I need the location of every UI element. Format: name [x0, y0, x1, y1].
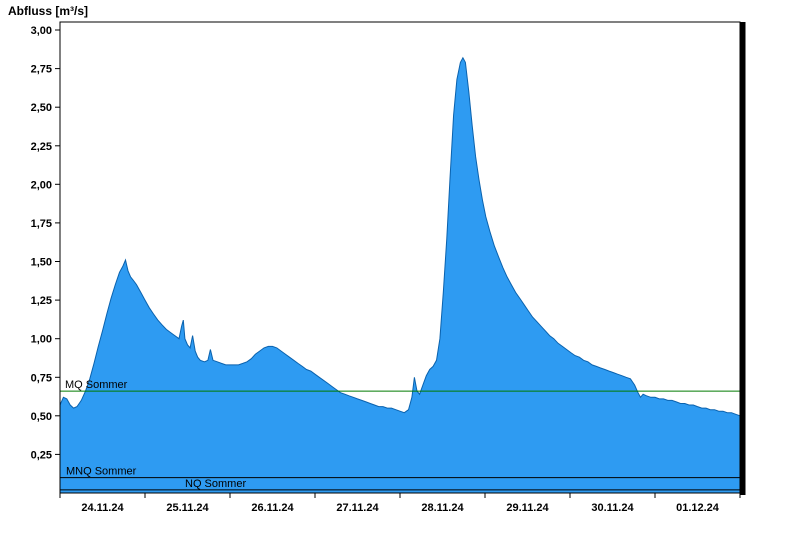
ref-line-label-0: MQ Sommer — [65, 379, 128, 391]
discharge-area — [60, 57, 740, 494]
discharge-line — [59, 56, 741, 417]
ref-line-label-2: NQ Sommer — [185, 478, 246, 490]
page-title: Abfluss [m³/s] — [8, 4, 89, 18]
x-tick-label: 27.11.24 — [336, 502, 379, 514]
y-tick-label: 2,75 — [31, 64, 52, 76]
y-tick-label: 1,50 — [31, 257, 52, 269]
y-tick-label: 2,00 — [31, 179, 52, 191]
x-tick-label: 26.11.24 — [251, 502, 294, 514]
y-tick-label: 1,25 — [31, 295, 52, 307]
plot-border — [59, 21, 741, 494]
y-tick-label: 3,00 — [31, 25, 52, 37]
y-tick-label: 0,50 — [31, 411, 52, 423]
x-tick-label: 24.11.24 — [81, 502, 124, 514]
y-tick-label: 2,25 — [31, 141, 52, 153]
y-tick-label: 0,75 — [31, 372, 52, 384]
y-tick-label: 2,50 — [31, 102, 52, 114]
x-tick-label: 29.11.24 — [506, 502, 549, 514]
y-tick-label: 1,00 — [31, 334, 52, 346]
y-tick-label: 1,75 — [31, 218, 52, 230]
ref-line-label-1: MNQ Sommer — [66, 466, 137, 478]
x-tick-label: 01.12.24 — [676, 502, 720, 514]
x-tick-label: 28.11.24 — [421, 502, 464, 514]
x-tick-label: 25.11.24 — [166, 502, 209, 514]
y-tick-label: 0,25 — [31, 449, 52, 461]
x-tick-label: 30.11.24 — [591, 502, 634, 514]
